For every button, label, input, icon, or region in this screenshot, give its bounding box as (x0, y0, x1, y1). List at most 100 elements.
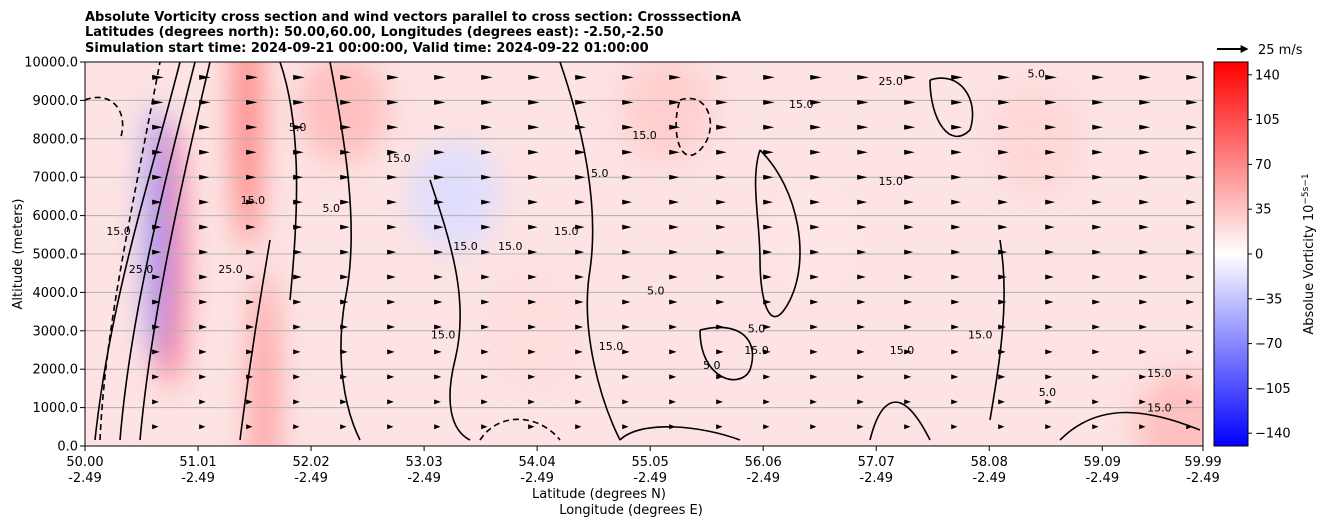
wind-vector-106 (481, 399, 488, 405)
wind-vector-132 (528, 124, 540, 130)
wind-vector-213 (810, 349, 818, 355)
wind-vector-249 (904, 199, 915, 205)
wind-vector-221 (810, 149, 821, 155)
contour-line-0 (94, 62, 181, 441)
x-axis-label-longitude: Longitude (degrees E) (559, 503, 703, 518)
wind-vector-152 (622, 374, 630, 380)
wind-vector-318 (1139, 349, 1147, 355)
wind-vector-195 (763, 424, 770, 430)
x-tick-label-lat-10: 59.99 (1184, 455, 1221, 470)
wind-vector-79 (387, 324, 396, 330)
wind-vector-227 (857, 374, 865, 380)
y-tick-label-9: 9000.0 (33, 94, 79, 109)
quiver-key-label: 25 m/s (1258, 43, 1303, 58)
wind-vector-92 (434, 374, 442, 380)
wind-vector-153 (622, 349, 630, 355)
wind-vector-125 (528, 299, 537, 305)
wind-vector-55 (293, 174, 304, 180)
wind-vector-179 (669, 74, 681, 80)
wind-vector-144 (575, 199, 585, 205)
contour-label-9: 15.0 (386, 152, 411, 165)
vorticity-blob-2 (233, 62, 262, 250)
wind-vector-247 (904, 249, 914, 255)
wind-vector-45 (293, 424, 300, 430)
y-tick-label-6: 6000.0 (33, 209, 79, 224)
wind-vector-219 (810, 199, 820, 205)
wind-vector-117 (481, 124, 493, 130)
wind-vector-320 (1139, 299, 1148, 305)
wind-vector-100 (434, 174, 445, 180)
wind-vector-191 (716, 149, 727, 155)
title-line-1: Absolute Vorticity cross section and win… (85, 10, 741, 25)
wind-vector-188 (716, 224, 726, 230)
wind-vector-335 (1186, 299, 1195, 305)
contour-label-19: 15.0 (106, 225, 131, 238)
wind-vector-197 (763, 374, 771, 380)
wind-vector-226 (857, 399, 864, 405)
wind-vector-312 (1092, 124, 1104, 130)
wind-vector-212 (810, 374, 818, 380)
wind-vector-111 (481, 274, 490, 280)
wind-vector-4 (152, 324, 161, 330)
wind-vector-342 (1186, 124, 1198, 130)
wind-vector-314 (1092, 74, 1104, 80)
contour-line-7 (559, 62, 621, 441)
wind-vector-254 (904, 74, 916, 80)
plot-area: 15.0 5.0 5.0 15.0 15.0 15.0 15.0 25.0 5.0 15.0 5.0… (84, 61, 1204, 447)
wind-vector-88 (387, 99, 399, 105)
x-tick-label-lat-3: 53.03 (405, 455, 442, 470)
colorbar-tick-label-2: 70 (1255, 158, 1272, 173)
contour-label-1: 5.0 (647, 284, 665, 297)
contour-line-8 (675, 97, 712, 157)
wind-vector-131 (528, 149, 539, 155)
wind-vector-67 (340, 249, 350, 255)
wind-vector-40 (246, 174, 257, 180)
colorbar: 140 105 70 35 0 −35 −70 −105 −140 Absolue Vortic… (1213, 61, 1317, 447)
contour-label-6: 15.0 (1147, 401, 1172, 414)
wind-vector-177 (669, 124, 681, 130)
wind-vector-87 (387, 124, 399, 130)
wind-vector-313 (1092, 99, 1104, 105)
wind-vector-164 (622, 74, 634, 80)
wind-vector-294 (1045, 199, 1056, 205)
contour-label-11: 15.0 (453, 240, 478, 253)
wind-vector-174 (669, 199, 679, 205)
colorbar-tick-label-8: −140 (1255, 427, 1291, 442)
wind-vector-135 (575, 424, 582, 430)
vorticity-blob-5 (409, 141, 500, 252)
wind-vector-300 (1092, 424, 1099, 430)
wind-vector-336 (1186, 274, 1195, 280)
wind-vector-215 (810, 299, 819, 305)
wind-vector-327 (1139, 124, 1151, 130)
contour-label-2: 5.0 (748, 323, 766, 336)
wind-vector-298 (1045, 99, 1057, 105)
x-tick-label-lat-8: 58.08 (971, 455, 1008, 470)
y-tick-label-1: 1000.0 (33, 401, 79, 416)
wind-vector-292 (1045, 249, 1055, 255)
wind-vector-264 (951, 199, 962, 205)
wind-vector-141 (575, 274, 584, 280)
wind-vector-245 (904, 299, 913, 305)
wind-vector-310 (1092, 174, 1103, 180)
wind-vector-146 (575, 149, 586, 155)
wind-vector-155 (622, 299, 631, 305)
wind-vector-274 (998, 324, 1007, 330)
x-tick-label-lon-5: -2.49 (633, 471, 667, 486)
wind-vector-216 (810, 274, 819, 280)
wind-vector-20 (199, 299, 208, 305)
wind-vector-265 (951, 174, 962, 180)
wind-vector-148 (575, 99, 587, 105)
y-tick-label-10: 10000.0 (24, 56, 78, 71)
wind-vector-323 (1139, 224, 1149, 230)
wind-vector-159 (622, 199, 632, 205)
wind-vector-229 (857, 324, 866, 330)
colorbar-tick-label-7: −105 (1255, 382, 1291, 397)
wind-vector-206 (763, 149, 774, 155)
contour-label-22: 5.0 (289, 121, 307, 134)
wind-vector-53 (293, 224, 303, 230)
colorbar-gradient (1213, 61, 1249, 447)
contour-line-5 (329, 62, 361, 441)
wind-vector-321 (1139, 274, 1148, 280)
wind-vector-225 (857, 424, 864, 430)
x-tick-label-lon-6: -2.49 (746, 471, 780, 486)
